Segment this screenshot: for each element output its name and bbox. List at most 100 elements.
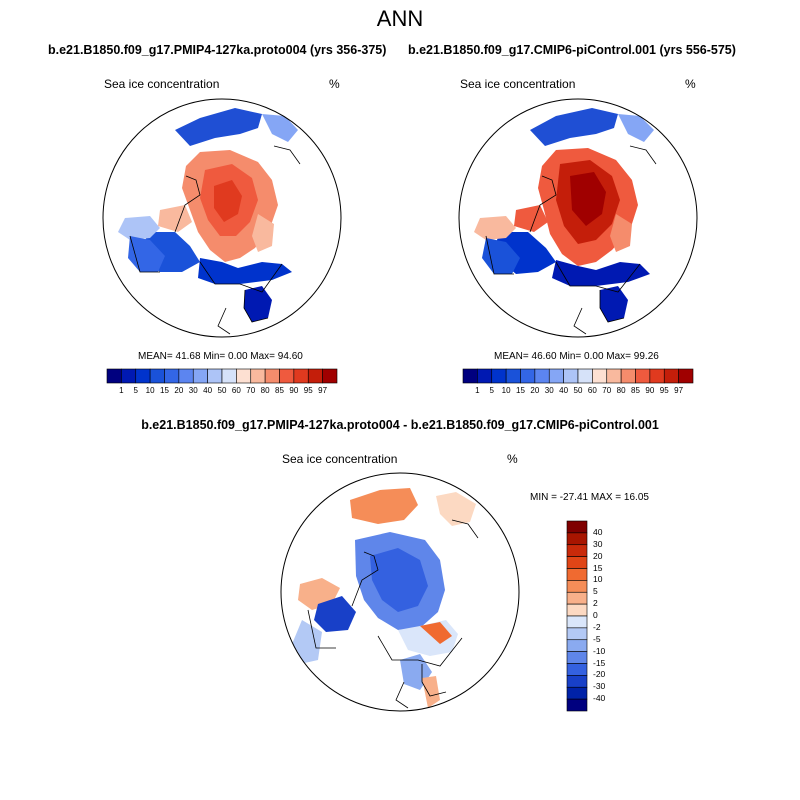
panel-1-colorbar-box-11 (264, 368, 280, 384)
panel-1-colorbar-box-3 (149, 368, 165, 384)
diff-colorbar-box-14 (566, 686, 588, 700)
panel-2-colorbar-box-5 (534, 368, 550, 384)
panel-1-colorbar-label-6: 40 (203, 386, 213, 395)
panel-2-colorbar-box-1 (477, 368, 493, 384)
panel-1-colorbar-box-1 (121, 368, 137, 384)
panel-2-colorbar-label-8: 60 (587, 386, 597, 395)
panel-1-colorbar-box-5 (178, 368, 194, 384)
diff-colorbar-label-1: 30 (593, 538, 603, 549)
diff-colorbar-box-7 (566, 603, 588, 617)
diff-colorbar-label-9: -5 (593, 633, 601, 644)
panel-2-colorbar-box-8 (577, 368, 593, 384)
panel-2-colorbar-label-10: 80 (616, 386, 626, 395)
panel-1-case-title: b.e21.B1850.f09_g17.PMIP4-127ka.proto004… (48, 43, 387, 57)
diff-colorbar-label-0: 40 (593, 526, 603, 537)
panel-2-colorbar-box-12 (635, 368, 651, 384)
panel-2-colorbar-labels: 1 5 10 15 20 30 40 50 60 70 80 85 90 95 97 (463, 386, 693, 398)
panel-1-colorbar-label-11: 85 (275, 386, 284, 395)
diff-colorbar-label-5: 5 (593, 586, 598, 597)
panel-2-colorbar-box-15 (678, 368, 694, 384)
panel-2-field-label: Sea ice concentration (460, 77, 576, 91)
panel-2-colorbar-box-7 (563, 368, 579, 384)
diff-colorbar-label-6: 2 (593, 598, 598, 609)
diff-case-title: b.e21.B1850.f09_g17.PMIP4-127ka.proto004… (141, 418, 659, 432)
page-title: ANN (376, 6, 424, 31)
panel-1-colorbar-label-10: 80 (260, 386, 270, 395)
panel-2-colorbar-box-14 (663, 368, 679, 384)
panel-2-colorbar-box-3 (505, 368, 521, 384)
panel-2-colorbar-box-11 (620, 368, 636, 384)
panel-2-colorbar-box-13 (649, 368, 665, 384)
panel-2-colorbar-label-5: 30 (544, 386, 554, 395)
panel-2-colorbar-label-6: 40 (559, 386, 569, 395)
panel-1-colorbar-label-9: 70 (246, 386, 256, 395)
panel-1-colorbar-box-12 (279, 368, 295, 384)
panel-2-colorbar-box-4 (520, 368, 536, 384)
diff-colorbar-label-14: -40 (593, 693, 606, 704)
diff-colorbar-box-6 (566, 591, 588, 605)
diff-colorbar-box-13 (566, 675, 588, 688)
panel-1-colorbar-box-6 (192, 368, 208, 384)
panel-1-colorbar-box-7 (207, 368, 223, 384)
diff-units: % (507, 452, 518, 466)
panel-1-colorbar-label-5: 30 (188, 386, 198, 395)
panel-2-colorbar-box-10 (606, 368, 622, 384)
panel-1-colorbar-box-8 (221, 368, 237, 384)
panel-2-colorbar-box-6 (548, 368, 564, 384)
panel-1-colorbar-label-14: 97 (318, 386, 328, 395)
panel-2-colorbar-label-3: 15 (516, 386, 525, 395)
diff-colorbar-box-3 (566, 556, 588, 569)
panel-2-colorbar (462, 368, 694, 384)
panel-1-units: % (329, 77, 340, 91)
panel-2-colorbar-label-12: 90 (645, 386, 655, 395)
diff-minmax: MIN = -27.41 MAX = 16.05 (530, 492, 649, 503)
panel-1-colorbar-box-0 (106, 368, 122, 384)
panel-1-colorbar-box-2 (135, 368, 151, 384)
panel-2-colorbar-label-1: 5 (489, 386, 494, 395)
panel-1-colorbar-label-13: 95 (303, 386, 313, 395)
diff-colorbar-label-12: -20 (593, 669, 606, 680)
diff-field-label: Sea ice concentration (282, 452, 398, 466)
panel-1-colorbar-box-9 (236, 368, 252, 384)
diff-colorbar-box-9 (566, 627, 588, 641)
diff-colorbar-labels: 40 30 20 15 10 5 2 0 -2 -5 -10 -15 -20 -30 -40 (593, 521, 633, 711)
panel-1-colorbar-box-4 (164, 368, 180, 384)
diff-colorbar (566, 520, 588, 712)
diff-colorbar-box-5 (566, 580, 588, 593)
diff-colorbar-box-0 (566, 520, 588, 534)
panel-1-colorbar-label-7: 50 (217, 386, 227, 395)
diff-colorbar-label-2: 20 (593, 550, 603, 561)
panel-1-colorbar-box-15 (322, 368, 338, 384)
diff-colorbar-box-4 (566, 568, 588, 581)
panel-1-colorbar-label-0: 1 (119, 386, 124, 395)
diff-colorbar-label-13: -30 (593, 681, 606, 692)
panel-1-colorbar-label-12: 90 (289, 386, 299, 395)
diff-colorbar-box-11 (566, 651, 588, 664)
panel-1-colorbar-label-2: 10 (145, 386, 155, 395)
panel-2-stats: MEAN= 46.60 Min= 0.00 Max= 99.26 (494, 351, 659, 362)
diff-colorbar-label-4: 10 (593, 574, 603, 585)
panel-2-colorbar-label-13: 95 (659, 386, 669, 395)
panel-1-colorbar-label-1: 5 (133, 386, 138, 395)
panel-2-colorbar-label-4: 20 (530, 386, 540, 395)
panel-1-colorbar-label-8: 60 (231, 386, 241, 395)
panel-1-colorbar-box-10 (250, 368, 266, 384)
panel-1-colorbar-labels: 1 5 10 15 20 30 40 50 60 70 80 85 90 95 97 (107, 386, 337, 398)
panel-2-colorbar-label-7: 50 (573, 386, 583, 395)
panel-1-colorbar-label-3: 15 (160, 386, 169, 395)
panel-2-case-title: b.e21.B1850.f09_g17.CMIP6-piControl.001 … (408, 43, 736, 57)
diff-colorbar-label-3: 15 (593, 562, 603, 573)
panel-1-colorbar (106, 368, 338, 384)
diff-colorbar-box-8 (566, 615, 588, 629)
panel-1-colorbar-label-4: 20 (174, 386, 184, 395)
diff-colorbar-label-7: 0 (593, 610, 598, 620)
diff-colorbar-label-11: -15 (593, 657, 606, 668)
panel-2-colorbar-label-9: 70 (602, 386, 612, 395)
diff-colorbar-box-2 (566, 544, 588, 557)
diff-colorbar-box-15 (566, 698, 588, 712)
panel-1-colorbar-box-13 (293, 368, 309, 384)
panel-1-colorbar-box-14 (307, 368, 323, 384)
